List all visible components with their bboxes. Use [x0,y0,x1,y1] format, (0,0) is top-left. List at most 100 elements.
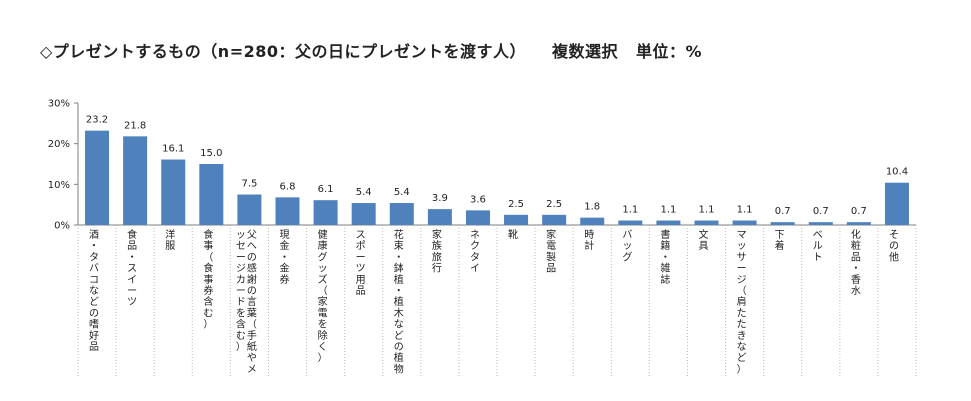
category-label-char: 文 [699,228,709,241]
data-label: 1.1 [699,205,715,216]
category-label-char: ー [737,264,747,275]
category-label-char: ジ [236,264,246,275]
category-label-char: 言 [247,295,257,308]
category-label-char: の [89,308,99,319]
category-label-char: 靴 [508,228,518,241]
category-label-char: 品 [851,251,861,263]
category-label-char: 含 [203,295,213,308]
category-label-char: 粧 [851,239,861,252]
category-label-char: 事 [203,273,213,286]
category-label-char: サ [737,251,747,263]
category-label-char: ー [356,252,366,263]
category-label-char: 品 [89,341,99,353]
category-label-char: 好 [89,330,99,342]
category-label-char: 健 [318,229,328,241]
category-label-char: 金 [280,262,290,275]
category-label-char: 電 [546,240,556,252]
category-label-char: な [89,285,99,297]
category-label-char: 券 [280,273,290,286]
category-label-char: 雑 [660,262,670,275]
category-label-char: 他 [889,250,899,263]
category-label-char: ） [318,352,328,364]
bar [85,130,110,225]
chart-bars [85,130,909,225]
category-label-char: 電 [318,307,328,319]
data-label: 1.1 [660,205,676,216]
bar [808,222,833,225]
chart-axes: 0% 10% 20% 30% [48,99,917,378]
bar [732,220,757,225]
category-label-char: ・ [394,252,404,263]
bar [313,200,338,225]
category-label-char: 時 [584,229,594,241]
category-label-char: ど [394,330,404,342]
category-label-char: ス [356,230,366,241]
category-label-char: ズ [318,273,328,286]
category-label-char: 食 [203,262,213,275]
category-label-char: カ [236,274,246,286]
category-label-char: ー [127,286,137,297]
category-label-char: ト [813,252,823,263]
data-label: 1.8 [584,202,600,213]
category-label-char: ッ [622,241,632,252]
category-label-char: ド [236,297,246,308]
category-label-char: ・ [851,264,861,275]
category-label-char: ツ [356,264,366,275]
bar [389,203,414,225]
category-label-char: メ [247,364,257,375]
category-label-char: 化 [851,228,861,241]
data-label: 1.1 [737,205,753,216]
data-label: 6.1 [318,184,334,195]
category-label-char: ） [203,319,213,331]
bar [427,209,452,225]
category-label-char: セ [236,240,246,252]
category-label-char: タ [470,251,480,263]
category-label-char: タ [89,251,99,263]
category-label-char: な [394,319,404,331]
category-label-char: た [737,307,747,319]
bar [694,220,719,225]
category-label-char: 手 [247,329,257,342]
category-label-char: そ [889,229,899,241]
category-label-char: ッ [318,264,328,275]
category-label-char: 籍 [660,239,670,252]
category-label-char: 現 [280,229,290,241]
data-label: 0.7 [851,206,867,217]
category-label-char: 家 [432,228,442,241]
category-label-char: 父 [247,229,257,241]
category-label-char: 木 [394,307,404,319]
data-label: 3.6 [470,194,486,205]
category-label-char: ル [813,241,823,252]
category-label-char: 植 [394,295,404,308]
bar [199,164,224,225]
category-label-char: ・ [394,286,404,297]
data-label: 23.2 [86,115,108,126]
category-label-char: 家 [546,228,556,241]
category-label-char: た [737,319,747,331]
bar [884,182,909,225]
y-tick-label: 0% [54,221,70,232]
category-label-char: ど [89,296,99,308]
data-label: 5.4 [356,187,372,198]
data-label: 16.1 [162,144,184,155]
chart-title-main: ◇プレゼントするもの（n=280：父の日にプレゼントを渡す人） [40,42,527,61]
chart-labels: 23.2酒・タバコなどの嗜好品21.8食品・スイーツ16.1洋服15.0食事（食… [86,115,908,376]
category-label-char: ど [737,352,747,364]
data-label: 2.5 [546,199,562,210]
chart-title-selection: 複数選択 [552,42,619,61]
category-label-char: 券 [203,284,213,297]
category-label-char: む [236,330,246,342]
category-label-char: ・ [89,241,99,252]
category-label-char: バ [89,263,99,275]
category-label-char: 水 [851,285,861,297]
category-label-char: グ [318,250,328,263]
category-label-char: ・ [127,252,137,263]
category-label-char: マ [737,230,747,241]
category-label-char: 花 [394,228,404,241]
data-label: 2.5 [508,199,524,210]
bar [504,214,529,225]
category-label-char: 食 [127,228,137,241]
category-label-char: 葉 [247,306,257,319]
category-label-char: 行 [432,262,442,275]
category-label-char: 品 [356,285,366,297]
